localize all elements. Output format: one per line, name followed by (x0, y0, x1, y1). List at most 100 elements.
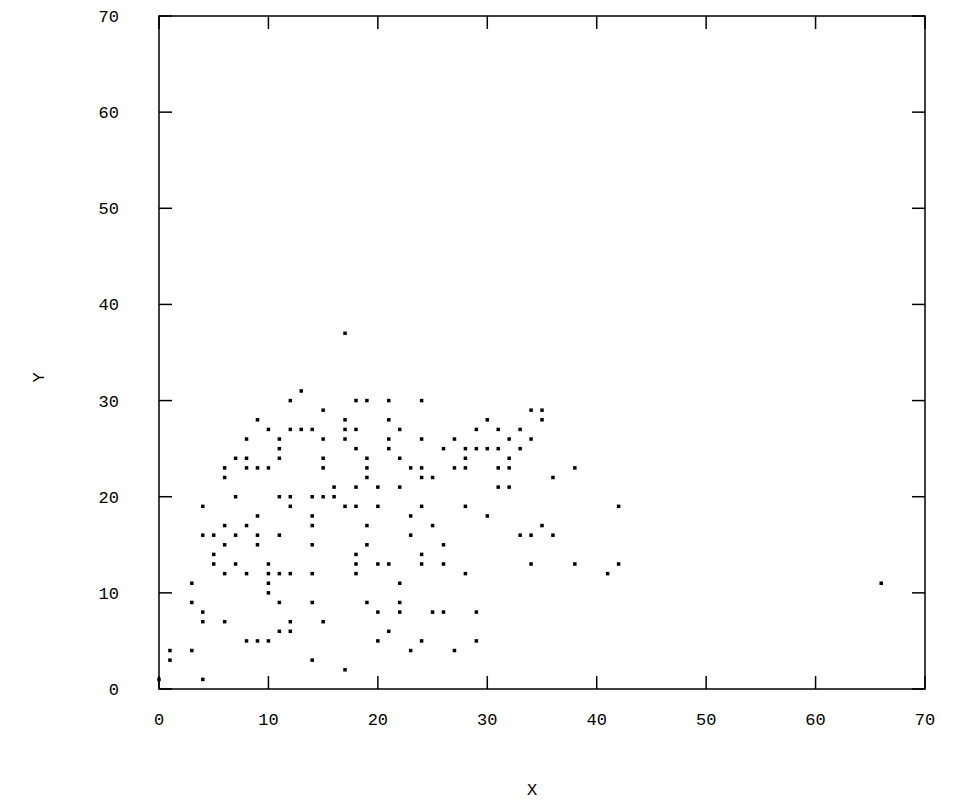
point (201, 620, 205, 624)
point (529, 562, 533, 566)
point (551, 533, 555, 537)
point (551, 476, 555, 480)
point (507, 437, 511, 441)
point (376, 505, 380, 509)
point (310, 524, 314, 528)
point (365, 601, 369, 605)
point (442, 562, 446, 566)
point (475, 639, 479, 643)
point (234, 562, 238, 566)
point (310, 514, 314, 518)
x-tick-label: 20 (368, 711, 388, 730)
point (376, 639, 380, 643)
x-tick-top (487, 16, 489, 29)
x-tick (158, 676, 160, 689)
point (573, 466, 577, 470)
point (343, 428, 347, 432)
point (365, 399, 369, 403)
point (365, 524, 369, 528)
point (343, 332, 347, 336)
point (398, 457, 402, 461)
point (245, 457, 249, 461)
y-tick-label: 50 (99, 200, 119, 219)
point (376, 485, 380, 489)
point (234, 495, 238, 499)
y-tick-right (912, 592, 925, 594)
point (486, 447, 490, 451)
point (387, 437, 391, 441)
point (321, 495, 325, 499)
x-tick (377, 676, 379, 689)
point (245, 524, 249, 528)
point (540, 408, 544, 412)
point (278, 630, 282, 634)
y-tick-right (912, 304, 925, 306)
point (321, 408, 325, 412)
point (540, 524, 544, 528)
point (376, 562, 380, 566)
point (496, 485, 500, 489)
point (387, 399, 391, 403)
point (496, 447, 500, 451)
point (398, 610, 402, 614)
point (157, 678, 161, 682)
y-tick (159, 208, 172, 210)
point (464, 466, 468, 470)
point (507, 485, 511, 489)
point (245, 437, 249, 441)
point (267, 591, 271, 595)
point (234, 533, 238, 537)
y-tick-label: 70 (99, 8, 119, 27)
x-tick-top (705, 16, 707, 29)
y-tick-right (912, 15, 925, 17)
point (168, 658, 172, 662)
point (354, 485, 358, 489)
x-tick-label: 60 (805, 711, 825, 730)
point (365, 466, 369, 470)
point (431, 610, 435, 614)
point (223, 476, 227, 480)
point (464, 572, 468, 576)
point (617, 562, 621, 566)
point (267, 466, 271, 470)
point (190, 601, 194, 605)
point (212, 533, 216, 537)
point (289, 620, 293, 624)
point (201, 678, 205, 682)
point (289, 572, 293, 576)
y-tick-right (912, 496, 925, 498)
point (365, 457, 369, 461)
point (398, 581, 402, 585)
point (289, 495, 293, 499)
point (409, 514, 413, 518)
x-tick (815, 676, 817, 689)
plot-frame (159, 16, 925, 689)
point (420, 476, 424, 480)
point (507, 466, 511, 470)
point (453, 466, 457, 470)
point (223, 543, 227, 547)
x-tick (705, 676, 707, 689)
point (387, 630, 391, 634)
point (420, 399, 424, 403)
point (256, 466, 260, 470)
y-tick (159, 592, 172, 594)
point (354, 399, 358, 403)
point (540, 418, 544, 422)
point (310, 428, 314, 432)
point (223, 466, 227, 470)
point (354, 428, 358, 432)
point (420, 466, 424, 470)
y-tick-right (912, 688, 925, 690)
point (321, 437, 325, 441)
point (475, 610, 479, 614)
point (507, 457, 511, 461)
x-tick-label: 50 (696, 711, 716, 730)
y-tick-label: 30 (99, 393, 119, 412)
point (321, 457, 325, 461)
point (573, 562, 577, 566)
point (420, 505, 424, 509)
x-tick-label: 70 (915, 711, 935, 730)
x-tick-label: 40 (587, 711, 607, 730)
point (201, 610, 205, 614)
